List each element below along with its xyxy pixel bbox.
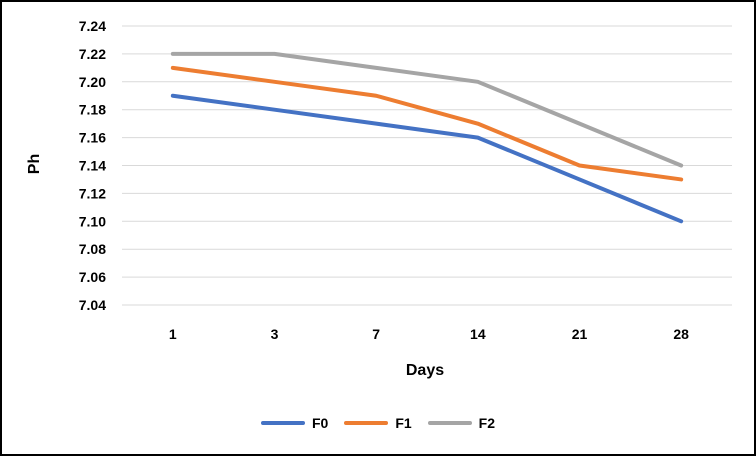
y-tick-label: 7.24 [79,18,106,34]
legend-item-f0: F0 [260,415,329,431]
legend-line-swatch-f2 [427,421,472,425]
y-tick-label: 7.08 [79,241,106,257]
x-axis-title: Days [405,362,445,379]
y-tick-label: 7.12 [79,185,106,201]
legend: F0 F1 F2 [2,412,754,434]
y-axis-title: Ph [26,153,43,175]
y-tick-label: 7.06 [79,269,106,285]
y-tick-label: 7.04 [79,297,106,313]
series-line-f1 [170,65,684,182]
y-tick-label: 7.22 [79,46,106,62]
legend-label-f0: F0 [311,415,329,431]
x-tick-label: 21 [572,326,588,342]
legend-line-swatch-f0 [260,421,305,425]
y-tick-label: 7.16 [79,130,106,146]
legend-line-swatch-f1 [344,421,389,425]
y-tick-label: 7.10 [79,213,106,229]
y-tick-label: 7.14 [79,158,106,174]
legend-label-f1: F1 [395,415,412,431]
x-tick-label: 14 [470,326,486,342]
y-tick-label: 7.18 [79,102,106,118]
series-line-f0 [170,93,684,224]
x-tick-label: 1 [169,326,177,342]
legend-item-f1: F1 [344,415,412,431]
legend-label-f2: F2 [478,415,496,431]
x-tick-label: 3 [271,326,279,342]
x-tick-label: 7 [372,326,380,342]
legend-item-f2: F2 [427,415,496,431]
series-line-f2 [170,51,684,168]
y-tick-label: 7.20 [79,74,106,90]
x-tick-label: 28 [673,326,689,342]
